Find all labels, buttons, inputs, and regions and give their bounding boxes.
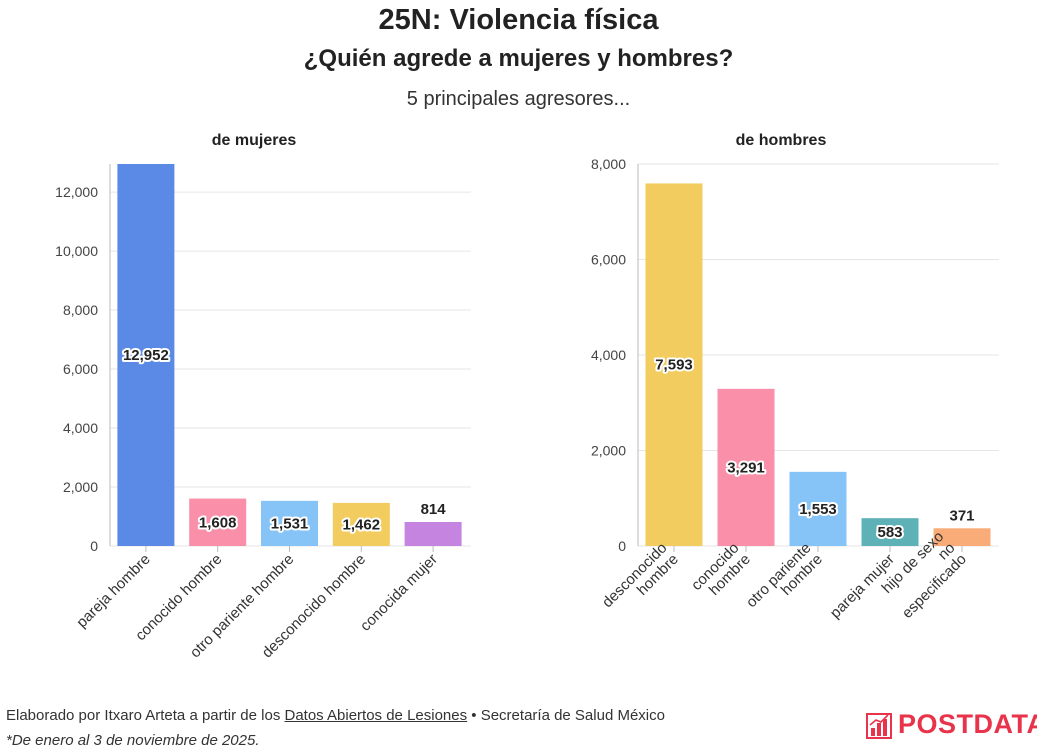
bar [404, 521, 462, 546]
category-label: conocidohombre [688, 539, 754, 605]
chart-intro: 5 principales agresores... [406, 88, 631, 110]
data-label: 7,593 [655, 357, 693, 374]
y-tick-label: 0 [618, 538, 626, 554]
y-tick-label: 6,000 [591, 252, 626, 268]
category-label: pareja hombre [73, 551, 153, 631]
bar [645, 183, 703, 546]
y-tick-label: 4,000 [63, 420, 98, 436]
y-tick-label: 8,000 [63, 302, 98, 318]
y-tick-label: 2,000 [591, 443, 626, 459]
data-label: 1,462 [343, 516, 381, 533]
y-tick-label: 10,000 [55, 243, 98, 259]
chart-panel-2: de hombres 0 2,000 4,000 6,000 8,000 7,593 desc… [591, 132, 999, 622]
date-footnote: *De enero al 3 de noviembre de 2025. [6, 732, 260, 749]
data-label: 12,952 [123, 347, 169, 364]
bar [332, 502, 390, 546]
bar [861, 518, 919, 546]
chart-panel-1: de mujeres 0 2,000 4,000 6,000 8,000 10,000 12,… [55, 132, 471, 661]
data-label: 1,608 [199, 514, 237, 531]
data-label: 1,531 [271, 515, 309, 532]
bar [789, 471, 847, 546]
y-tick-label: 2,000 [63, 479, 98, 495]
bar-chart-logo-icon [866, 712, 892, 739]
bar [717, 388, 775, 546]
y-tick-label: 4,000 [591, 347, 626, 363]
brand-logo: POSTDATA [866, 709, 1037, 740]
category-label-line: pareja hombre [73, 551, 153, 631]
charts-canvas: de mujeres 0 2,000 4,000 6,000 8,000 10,000 12,… [55, 132, 999, 661]
category-label-line: conocida mujer [357, 551, 441, 635]
bar [261, 500, 318, 546]
category-label: conocida mujer [357, 551, 441, 635]
data-source-link[interactable]: Datos Abiertos de Lesiones [284, 707, 468, 724]
data-label: 371 [949, 507, 974, 524]
bar [189, 498, 247, 546]
data-label: 3,291 [727, 459, 765, 476]
credit-prefix: Elaborado por Itxaro Arteta a partir de … [6, 707, 285, 724]
credit-suffix: • Secretaría de Salud México [467, 707, 665, 724]
data-label: 814 [421, 501, 447, 518]
data-label: 1,553 [799, 501, 837, 518]
brand-name: POSTDATA [898, 709, 1037, 739]
chart-subtitle: ¿Quién agrede a mujeres y hombres? [303, 45, 734, 72]
panel-title: de hombres [736, 132, 827, 149]
y-tick-label: 8,000 [591, 156, 626, 172]
bar [117, 164, 175, 546]
source-credit: Elaborado por Itxaro Arteta a partir de … [6, 707, 665, 724]
y-tick-label: 0 [90, 538, 98, 554]
category-label: desconocidohombre [599, 539, 682, 622]
chart-title: 25N: Violencia física [378, 4, 659, 36]
bar [933, 528, 991, 546]
y-tick-label: 6,000 [63, 361, 98, 377]
category-label: otro parientehombre [743, 539, 826, 622]
y-tick-label: 12,000 [55, 184, 98, 200]
panel-title: de mujeres [212, 132, 297, 149]
data-label: 583 [877, 524, 902, 541]
